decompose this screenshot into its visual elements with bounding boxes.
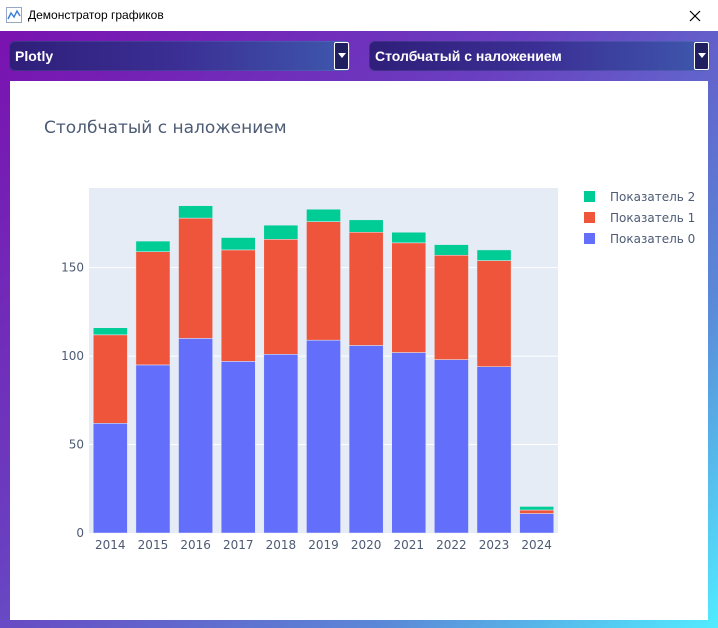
bar-segment[interactable] (178, 217, 213, 339)
bar-segment[interactable] (263, 354, 299, 534)
window-client-area: Plotly Столбчатый с наложением Столбчаты… (0, 31, 718, 628)
x-tick-label: 2015 (138, 538, 169, 552)
legend-swatch[interactable] (584, 212, 595, 223)
x-tick-label: 2021 (393, 538, 424, 552)
bar-segment[interactable] (135, 251, 171, 366)
bar-segment[interactable] (348, 345, 384, 534)
legend-swatch[interactable] (584, 191, 595, 202)
y-axis: 0 50 100 150 (61, 261, 84, 540)
chart-type-select-value: Столбчатый с наложением (375, 48, 562, 64)
legend-swatch[interactable] (584, 233, 595, 244)
x-tick-label: 2024 (521, 538, 552, 552)
bar-segment[interactable] (434, 244, 469, 256)
bar-segment[interactable] (135, 240, 171, 252)
chevron-down-icon (337, 53, 346, 58)
y-tick-label: 0 (76, 526, 84, 540)
chart-type-select[interactable]: Столбчатый с наложением (369, 41, 710, 71)
bar-segment[interactable] (434, 359, 469, 534)
x-tick-label: 2018 (266, 538, 297, 552)
library-select-value: Plotly (15, 48, 54, 64)
bar-segment[interactable] (135, 364, 171, 534)
bar-segment[interactable] (263, 224, 299, 240)
x-axis: 2014 2015 2016 2017 2018 2019 2020 2021 2022 2023… (95, 538, 552, 552)
bar-segment[interactable] (306, 339, 341, 534)
bar-segment[interactable] (306, 221, 341, 341)
bar-segment[interactable] (519, 506, 554, 511)
x-tick-label: 2020 (351, 538, 382, 552)
bar-segment[interactable] (519, 509, 554, 514)
bar-segment[interactable] (263, 239, 299, 355)
x-tick-label: 2016 (180, 538, 211, 552)
y-tick-label: 50 (69, 438, 84, 452)
chart-title: Столбчатый с наложением (44, 118, 287, 138)
bar-segment[interactable] (93, 423, 128, 534)
bar-segment[interactable] (476, 366, 512, 534)
x-tick-label: 2023 (479, 538, 510, 552)
bar-segment[interactable] (220, 361, 256, 534)
legend-label[interactable]: Показатель 2 (610, 190, 695, 204)
window-title: Демонстратор графиков (28, 8, 164, 22)
legend: Показатель 2 Показатель 1 Показатель 0 (584, 190, 695, 246)
bar-segment[interactable] (178, 338, 213, 534)
bar-segment[interactable] (220, 237, 256, 251)
bar-segment[interactable] (391, 352, 427, 534)
bar-segment[interactable] (93, 327, 128, 336)
bar-segment[interactable] (519, 513, 554, 534)
bars (93, 205, 554, 534)
close-icon (689, 10, 701, 21)
bar-segment[interactable] (220, 249, 256, 362)
chart-panel: Столбчатый с наложением 0 50 100 150 2014 20… (10, 81, 708, 620)
x-tick-label: 2017 (223, 538, 254, 552)
bar-segment[interactable] (476, 249, 512, 261)
bar-segment[interactable] (93, 334, 128, 424)
bar-segment[interactable] (178, 205, 213, 219)
y-tick-label: 150 (61, 261, 84, 275)
bar-segment[interactable] (348, 219, 384, 233)
bar-segment[interactable] (434, 254, 469, 360)
chart-app-icon (6, 7, 22, 23)
bar-segment[interactable] (391, 242, 427, 353)
close-button[interactable] (672, 0, 718, 31)
x-tick-label: 2014 (95, 538, 126, 552)
x-tick-label: 2022 (436, 538, 467, 552)
chart-type-select-dropdown-button[interactable] (694, 42, 709, 70)
library-select[interactable]: Plotly (9, 41, 350, 71)
bar-segment[interactable] (476, 260, 512, 367)
legend-label[interactable]: Показатель 1 (610, 211, 695, 225)
bar-segment[interactable] (391, 231, 427, 244)
bar-segment[interactable] (306, 208, 341, 222)
y-tick-label: 100 (61, 349, 84, 363)
legend-label[interactable]: Показатель 0 (610, 232, 695, 246)
title-bar: Демонстратор графиков (0, 0, 718, 31)
x-tick-label: 2019 (308, 538, 339, 552)
bar-segment[interactable] (348, 231, 384, 346)
library-select-dropdown-button[interactable] (334, 42, 349, 70)
chevron-down-icon (697, 53, 706, 58)
